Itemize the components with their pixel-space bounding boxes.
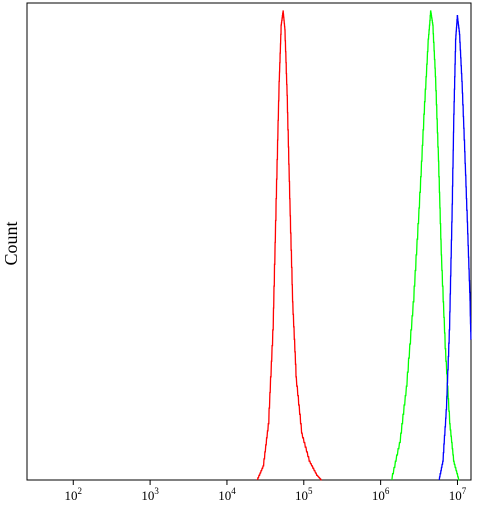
series-layer <box>256 10 472 481</box>
histogram-series-1 <box>256 10 322 481</box>
plot-frame <box>26 2 472 481</box>
x-tick-label: 104 <box>218 486 236 503</box>
x-tick-label: 106 <box>372 486 390 503</box>
histogram-series-3 <box>438 15 472 481</box>
y-axis-label: Count <box>1 221 21 265</box>
histogram-series-2 <box>391 10 460 481</box>
x-tick-label: 105 <box>295 486 313 503</box>
x-ticks: 102 103 104 105 106 107 <box>65 480 467 503</box>
x-tick-label: 103 <box>141 486 159 503</box>
x-tick-label: 102 <box>65 486 83 503</box>
x-tick-label: 107 <box>449 486 467 503</box>
